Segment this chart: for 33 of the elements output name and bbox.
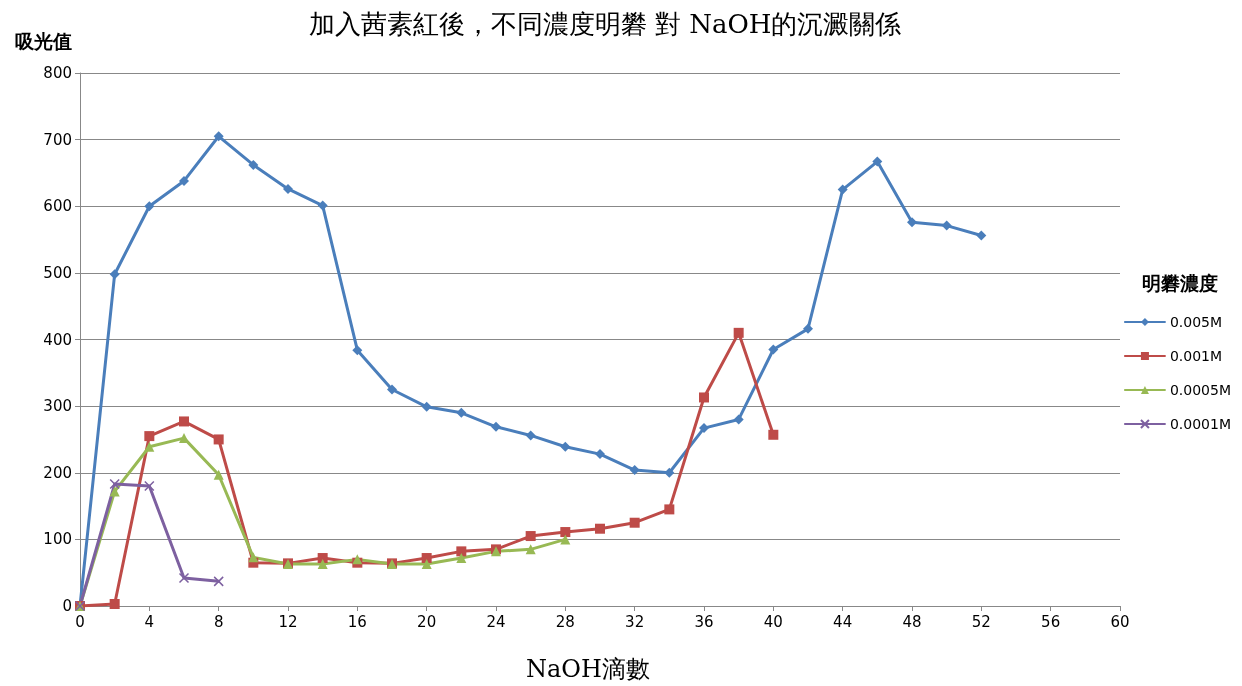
x-axis-title: NaOH滴數 [526, 655, 650, 683]
y-tick-label: 700 [43, 130, 72, 149]
x-tick-label: 36 [694, 612, 714, 631]
x-tick-label: 8 [213, 612, 224, 631]
y-tick-label: 600 [43, 197, 72, 216]
x-tick-label: 32 [625, 612, 645, 631]
x-tick-label: 12 [278, 612, 298, 631]
x-tick-label: 28 [555, 612, 575, 631]
chart-title: 加入茜素紅後，不同濃度明礬 對 NaOH的沉澱關係 [308, 9, 902, 39]
x-tick-label: 4 [144, 612, 155, 631]
x-tick-label: 0 [75, 612, 85, 631]
x-tick-label: 52 [971, 612, 991, 631]
x-tick-label: 16 [347, 612, 367, 631]
legend-label: 0.001M [1169, 348, 1223, 364]
x-tick-label: 44 [833, 612, 853, 631]
x-tick-label: 48 [902, 612, 922, 631]
x-tick-label: 40 [763, 612, 783, 631]
x-tick-label: 20 [417, 612, 437, 631]
x-tick-label: 60 [1110, 612, 1130, 631]
legend-title: 明礬濃度 [1142, 271, 1218, 294]
legend-label: 0.005M [1169, 314, 1223, 330]
y-tick-label: 300 [43, 397, 72, 416]
x-tick-label: 56 [1041, 612, 1061, 631]
y-tick-label: 400 [43, 330, 72, 349]
legend-label: 0.0001M [1169, 416, 1232, 432]
legend-label: 0.0005M [1169, 382, 1232, 398]
y-tick-label: 800 [43, 64, 72, 82]
y-tick-label: 0 [62, 597, 72, 615]
x-tick-label: 24 [486, 612, 506, 631]
y-tick-label: 200 [43, 463, 72, 482]
y-tick-label: 500 [43, 263, 72, 282]
y-tick-label: 100 [43, 530, 72, 549]
y-axis-title: 吸光值 [15, 29, 72, 52]
